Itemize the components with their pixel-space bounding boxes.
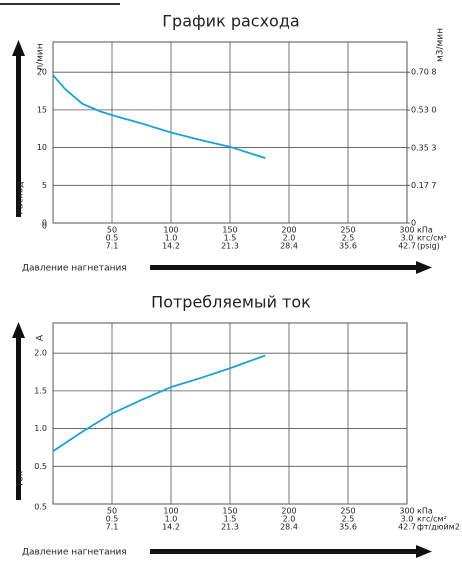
x-unit: фт/дюйм2 (417, 523, 460, 532)
x-tick-label: 35.6 (339, 523, 357, 532)
x-tick-label: 7.1 (106, 242, 119, 251)
y2-unit: м3/мин (436, 28, 446, 62)
y-tick-label: 0 (42, 219, 47, 228)
x-tick-label: 2.0 (283, 515, 296, 524)
x-tick-label: 7.1 (106, 523, 119, 532)
x-tick-label: 42.7 (398, 523, 416, 532)
chart-title: График расхода (162, 12, 299, 31)
x-tick-label: 250 (340, 507, 355, 516)
x-unit: (psig) (417, 242, 440, 251)
x-tick-label: 2.0 (283, 234, 296, 243)
x-label: Давление нагнетания (22, 264, 127, 274)
x-tick-label: 300 (399, 226, 414, 235)
chart-title: Потребляемый ток (151, 293, 311, 312)
x-tick-label: 300 (399, 507, 414, 516)
x-tick-label: 200 (281, 507, 296, 516)
y2-tick-label: 0.70 8 (411, 68, 436, 77)
x-tick-label: 21.3 (221, 242, 239, 251)
x-tick-label: 50 (107, 226, 117, 235)
x-tick-label: 50 (107, 507, 117, 516)
x-tick-label: 1.5 (224, 515, 237, 524)
y-tick-label: 2.0 (34, 349, 47, 358)
data-line (52, 354, 266, 452)
y-unit: л/мин (36, 43, 46, 70)
x-tick-label: 42.7 (398, 242, 416, 251)
x-tick-label: 100 (163, 507, 178, 516)
y2-tick-label: 0 (411, 219, 416, 228)
y-tick-label: 1.5 (34, 386, 47, 395)
y-tick-label: 0.5 (34, 462, 47, 471)
data-line (52, 74, 266, 159)
x-tick-label: 1.0 (165, 515, 178, 524)
y2-tick-label: 0.35 3 (411, 143, 436, 152)
y-label: Расход (16, 182, 26, 215)
x-tick-label: 150 (222, 507, 237, 516)
x-unit: кПа (417, 226, 433, 235)
y-tick-label: 10 (37, 143, 47, 152)
x-tick-label: 150 (222, 226, 237, 235)
x-tick-label: 1.5 (224, 234, 237, 243)
x-tick-label: 3.0 (401, 234, 414, 243)
x-tick-label: 14.2 (162, 523, 180, 532)
y-label: Ток (16, 470, 26, 488)
x-unit: кгс/см² (417, 234, 447, 243)
x-tick-label: 35.6 (339, 242, 357, 251)
y2-tick-label: 0.53 0 (411, 106, 436, 115)
x-label: Давление нагнетания (22, 548, 127, 558)
x-tick-label: 3.0 (401, 515, 414, 524)
x-unit: кПа (417, 507, 433, 516)
x-tick-label: 0.5 (106, 515, 119, 524)
x-unit: кгс/см² (417, 515, 447, 524)
y-unit: A (36, 334, 46, 341)
x-tick-label: 21.3 (221, 523, 239, 532)
x-tick-label: 2.5 (342, 515, 355, 524)
y-tick-label: 5 (42, 181, 47, 190)
x-tick-label: 2.5 (342, 234, 355, 243)
x-tick-label: 0.5 (106, 234, 119, 243)
x-tick-label: 0.5 (34, 503, 47, 512)
x-tick-label: 28.4 (280, 523, 298, 532)
x-tick-label: 100 (163, 226, 178, 235)
y-tick-label: 1.0 (34, 424, 47, 433)
x-tick-label: 28.4 (280, 242, 298, 251)
x-tick-label: 200 (281, 226, 296, 235)
y-tick-label: 15 (37, 105, 47, 114)
y-tick-label: 20 (37, 68, 47, 77)
x-tick-label: 1.0 (165, 234, 178, 243)
x-tick-label: 0 (42, 222, 47, 231)
y2-tick-label: 0.17 7 (411, 181, 436, 190)
arrow (12, 40, 432, 558)
x-tick-label: 14.2 (162, 242, 180, 251)
x-tick-label: 250 (340, 226, 355, 235)
